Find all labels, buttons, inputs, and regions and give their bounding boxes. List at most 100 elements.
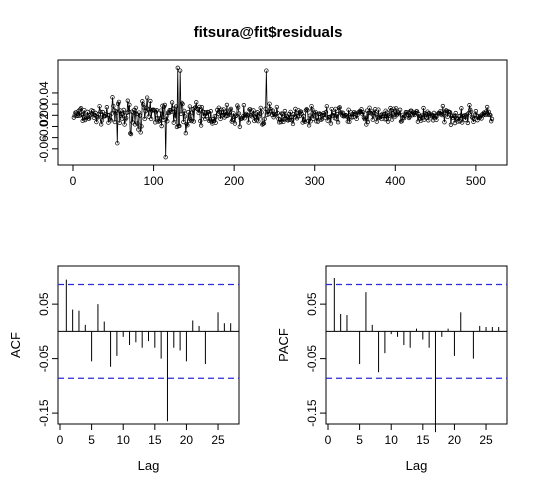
data-point — [236, 111, 242, 116]
data-point — [185, 123, 190, 128]
data-point — [161, 117, 166, 123]
data-point — [202, 110, 207, 115]
data-point — [334, 116, 339, 121]
x-tick-label: 500 — [466, 174, 486, 188]
data-point — [328, 121, 334, 126]
data-point — [430, 114, 435, 119]
data-point — [298, 109, 304, 114]
data-point — [329, 106, 334, 112]
x-tick-label: 5 — [88, 433, 95, 447]
data-point — [128, 131, 134, 137]
data-point — [124, 115, 129, 120]
data-point — [173, 104, 179, 109]
data-point — [219, 107, 224, 112]
data-point — [382, 117, 387, 122]
data-point — [117, 120, 122, 125]
data-point — [204, 113, 209, 119]
data-point — [119, 111, 124, 116]
y-tick-label: 0.04 — [37, 81, 51, 105]
data-point — [275, 110, 280, 116]
data-point — [305, 108, 310, 113]
data-point — [198, 118, 203, 124]
data-point — [320, 113, 325, 118]
data-point — [198, 123, 204, 128]
data-point — [347, 119, 352, 124]
x-tick-label: 20 — [180, 433, 194, 447]
data-point — [183, 131, 188, 136]
data-point — [186, 110, 191, 115]
data-point — [122, 122, 127, 127]
data-point — [323, 110, 329, 115]
data-point — [277, 117, 283, 122]
data-point — [337, 105, 342, 110]
data-point — [376, 107, 381, 112]
data-point — [324, 104, 329, 109]
data-point — [412, 112, 417, 118]
data-point — [213, 120, 218, 125]
data-point — [105, 112, 110, 118]
data-point — [173, 116, 178, 121]
data-point — [194, 100, 199, 105]
data-point — [78, 107, 83, 112]
data-point — [187, 104, 192, 109]
data-point — [360, 110, 366, 115]
data-point — [281, 119, 286, 125]
acf-panel: 0 5 10 15 20 25 -0.15 -0.05 0.05 Lag ACF — [8, 265, 240, 473]
data-point — [421, 105, 426, 111]
data-point — [288, 109, 293, 114]
data-point — [291, 112, 296, 117]
data-point — [363, 115, 368, 120]
data-point — [365, 119, 371, 125]
data-point — [144, 95, 150, 100]
x-tick-label: 15 — [416, 433, 430, 447]
y-tick-label: 0.05 — [37, 292, 51, 316]
data-point — [158, 108, 163, 113]
data-point — [128, 131, 133, 136]
data-point — [120, 111, 126, 117]
data-point — [179, 100, 184, 106]
x-tick-label: 15 — [148, 433, 162, 447]
data-point — [303, 108, 309, 113]
data-point — [251, 108, 256, 113]
data-point — [278, 119, 284, 125]
data-point — [178, 68, 183, 73]
data-point — [263, 106, 268, 111]
data-point — [462, 113, 467, 118]
data-point — [345, 119, 350, 124]
data-point — [434, 117, 439, 122]
data-point — [133, 105, 139, 110]
data-point — [164, 114, 169, 119]
x-tick-label: 25 — [211, 433, 225, 447]
data-point — [267, 101, 272, 106]
data-point — [297, 113, 302, 119]
x-axis-label: Lag — [406, 458, 428, 473]
data-point — [402, 115, 407, 121]
data-point — [103, 113, 108, 119]
data-point — [308, 119, 313, 124]
plot-frame — [325, 265, 508, 425]
data-point — [307, 113, 313, 118]
data-point — [456, 119, 461, 124]
data-point — [488, 112, 493, 118]
data-point — [109, 111, 114, 116]
data-point — [393, 106, 399, 111]
data-point — [126, 109, 131, 114]
data-point — [319, 117, 324, 122]
data-point — [274, 104, 280, 110]
data-point — [354, 116, 359, 121]
data-point — [237, 124, 242, 129]
data-point — [75, 113, 80, 118]
data-point — [447, 110, 453, 115]
data-point — [171, 120, 176, 125]
data-point — [445, 114, 450, 120]
data-point — [224, 102, 230, 108]
data-point — [306, 118, 311, 124]
data-point — [464, 113, 469, 118]
data-point — [178, 111, 184, 116]
data-point — [99, 118, 105, 123]
data-point — [106, 120, 111, 125]
x-tick-label: 0 — [70, 174, 77, 188]
data-point — [485, 112, 491, 117]
y-tick-label: -0.05 — [305, 345, 319, 373]
x-tick-label: 20 — [448, 433, 462, 447]
